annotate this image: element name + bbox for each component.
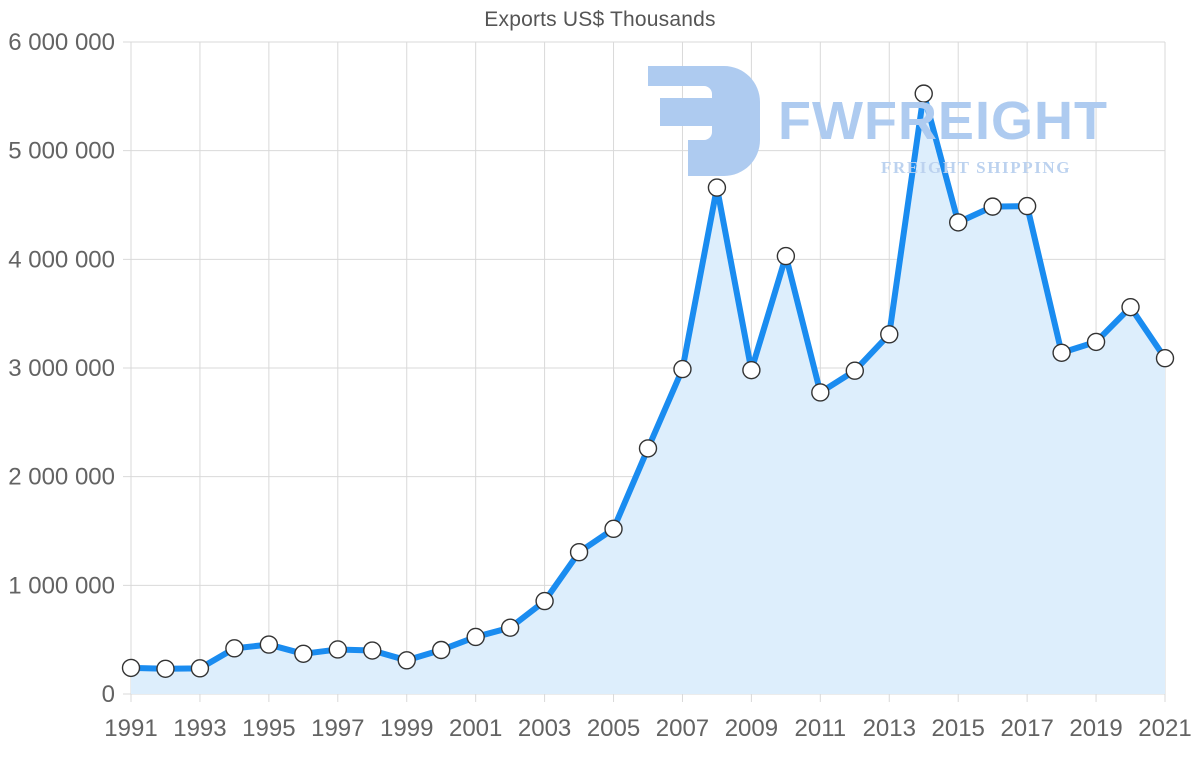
x-axis-tick-label: 1999 [380, 715, 433, 742]
data-point-marker-1994[interactable] [225, 639, 244, 658]
area-fill-path [131, 93, 1165, 695]
x-axis-tick-label: 2003 [518, 715, 571, 742]
x-axis-tick-label: 1991 [104, 715, 157, 742]
x-axis-tick-label: 2001 [449, 715, 502, 742]
data-point-marker-2000[interactable] [432, 640, 451, 660]
data-point-marker-2011[interactable] [811, 383, 830, 402]
x-axis-tick-label: 2015 [932, 715, 985, 742]
data-point-marker-2019[interactable] [1086, 332, 1106, 352]
y-axis-tick-label: 0 [102, 681, 115, 708]
data-point-marker-2013[interactable] [880, 325, 899, 344]
data-point-marker-1997[interactable] [328, 640, 347, 659]
chart-title: Exports US$ Thousands [484, 8, 716, 31]
data-point-marker-2004[interactable] [569, 542, 589, 562]
data-point-marker-2012[interactable] [845, 361, 864, 380]
data-point-marker-2017[interactable] [1017, 196, 1037, 216]
y-axis-tick-label: 1 000 000 [8, 572, 115, 599]
data-point-marker-2008[interactable] [707, 178, 727, 197]
y-axis-tick-label: 4 000 000 [8, 246, 115, 273]
data-point-marker-1996[interactable] [294, 644, 313, 663]
data-point-marker-1993[interactable] [190, 659, 210, 678]
x-axis-tick-label: 2017 [1000, 715, 1053, 742]
data-point-marker-2015[interactable] [949, 213, 968, 232]
x-axis-tick-label: 1997 [311, 715, 364, 742]
data-point-marker-2014[interactable] [914, 84, 933, 103]
x-axis-tick-label: 2013 [863, 715, 916, 742]
x-axis-tick-label: 2007 [656, 715, 709, 742]
y-axis-tick-label: 2 000 000 [8, 464, 115, 491]
x-axis-tick-label: 2005 [587, 715, 640, 742]
data-point-marker-1998[interactable] [363, 641, 382, 660]
x-axis-tick-label: 2019 [1069, 715, 1122, 742]
data-point-marker-1999[interactable] [397, 651, 416, 670]
data-point-marker-2016[interactable] [983, 197, 1002, 216]
data-point-marker-2005[interactable] [604, 519, 623, 539]
data-point-marker-2002[interactable] [500, 618, 520, 637]
x-axis-tick-label: 2009 [725, 715, 778, 742]
x-axis-tick-label: 1995 [242, 715, 295, 742]
y-axis-tick-label: 3 000 000 [8, 355, 115, 382]
data-point-marker-1992[interactable] [156, 659, 175, 678]
data-point-marker-2010[interactable] [776, 246, 796, 266]
data-point-markers [121, 84, 1175, 678]
y-axis-tick-labels: 0 1 000 000 2 000 000 3 000 000 4 000 000 5 0… [8, 29, 115, 708]
data-point-marker-2003[interactable] [535, 591, 554, 611]
data-point-marker-2001[interactable] [466, 627, 485, 647]
data-point-marker-1995[interactable] [259, 635, 279, 654]
data-point-marker-2007[interactable] [673, 359, 692, 379]
x-axis-tick-labels: 1991 1993 1995 1997 1999 2001 2003 2005 2007 2009… [104, 715, 1191, 742]
data-point-marker-2009[interactable] [742, 360, 761, 380]
x-axis-tick-label: 2021 [1138, 715, 1191, 742]
data-point-marker-2021[interactable] [1155, 349, 1175, 368]
y-axis-tick-label: 6 000 000 [8, 29, 115, 56]
x-axis-tick-label: 1993 [173, 715, 226, 742]
y-axis-tick-label: 5 000 000 [8, 138, 115, 165]
data-point-marker-1991[interactable] [121, 658, 141, 678]
data-point-marker-2018[interactable] [1052, 343, 1071, 362]
data-point-marker-2020[interactable] [1121, 297, 1140, 317]
x-axis-tick-label: 2011 [795, 715, 847, 742]
data-point-marker-2006[interactable] [638, 439, 658, 458]
